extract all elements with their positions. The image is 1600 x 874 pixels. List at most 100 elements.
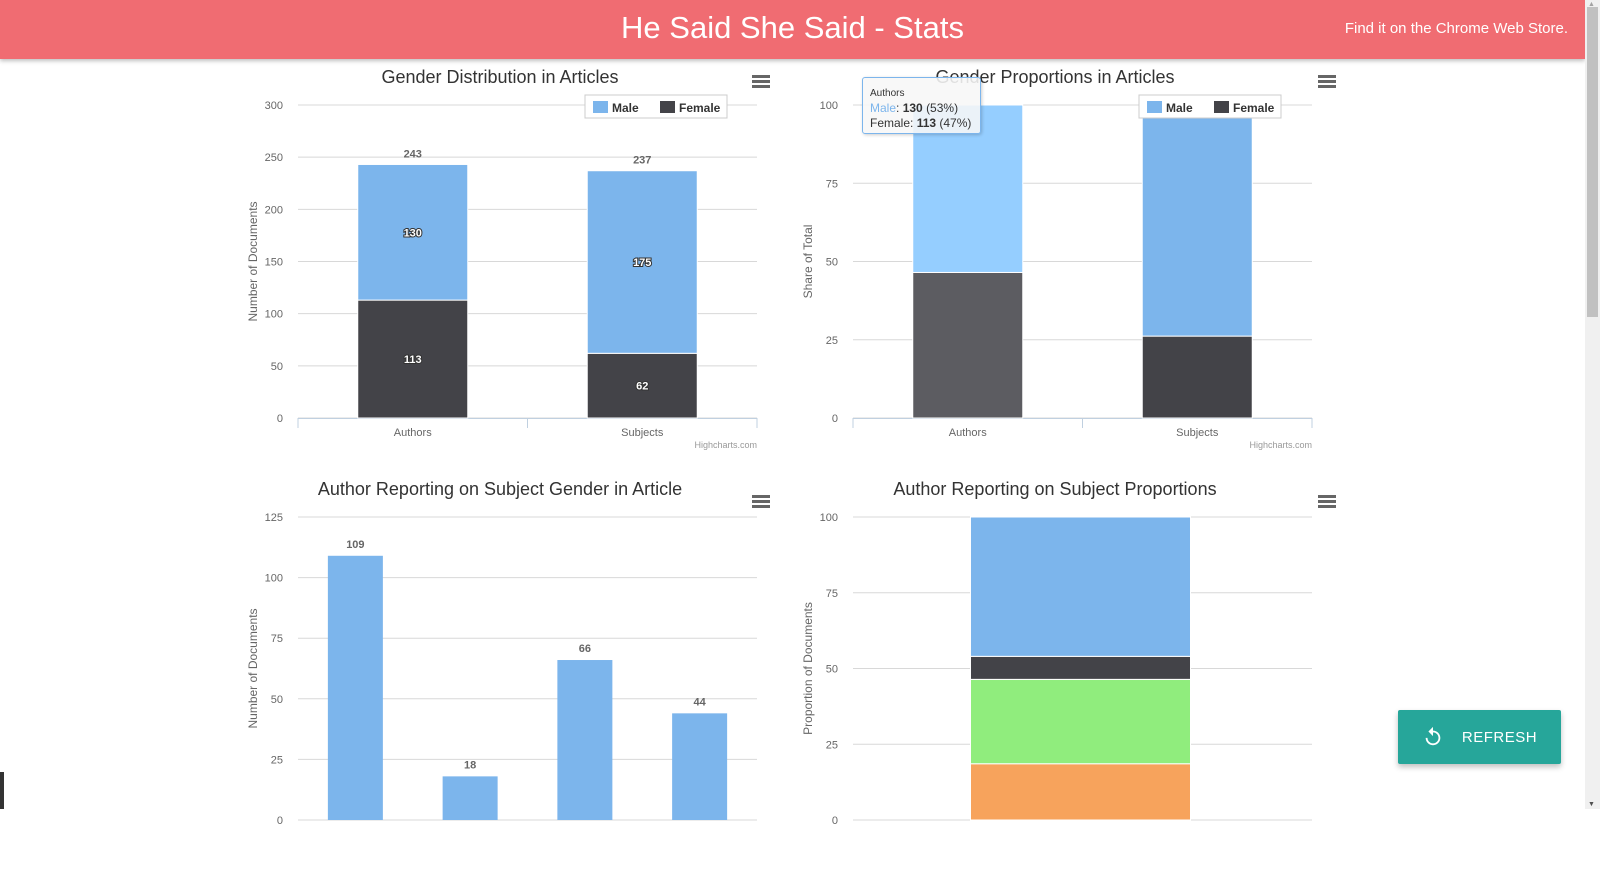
bar-male: [357, 163, 469, 301]
bar-female: [357, 299, 469, 419]
tooltip-row-female: Female: 113 (47%): [870, 116, 972, 130]
y-axis-title: Number of Documents: [246, 201, 260, 321]
data-label: 130: [404, 227, 422, 239]
chart-menu-button[interactable]: [1318, 75, 1336, 89]
page-title: He Said She Said - Stats: [621, 10, 964, 45]
scrollbar-thumb[interactable]: [1587, 7, 1598, 317]
chart-title: Author Reporting on Subject Proportions: [893, 479, 1216, 499]
scroll-up-arrow-icon[interactable]: ▲: [1588, 1, 1595, 8]
legend-female-swatch: [1214, 101, 1229, 113]
chart-menu-button[interactable]: [1318, 495, 1336, 509]
data-label: 109: [346, 539, 364, 551]
legend-box: [1138, 94, 1282, 119]
data-label: 66: [579, 643, 591, 655]
bar-female: [1141, 335, 1253, 419]
data-label: 243: [404, 148, 422, 160]
y-tick-label: 75: [271, 633, 283, 645]
bar-segment-dark: [970, 655, 1191, 680]
y-tick-label: 250: [265, 152, 283, 164]
refresh-label: REFRESH: [1461, 728, 1538, 746]
y-tick-label: 25: [826, 739, 838, 751]
bar: [672, 713, 728, 820]
y-tick-label: 75: [826, 178, 838, 190]
y-tick-label: 75: [826, 588, 838, 600]
data-label: 113: [404, 354, 422, 366]
legend-female-label: Female: [679, 101, 721, 115]
chart-svg: Gender Proportions in Articles 0 25 50 75 100…: [801, 67, 1313, 450]
y-tick-label: 50: [826, 664, 838, 676]
chart-menu-button[interactable]: [752, 495, 770, 509]
chart-author-reporting-gender: Author Reporting on Subject Gender in Ar…: [245, 474, 775, 874]
y-tick-label: 200: [265, 204, 283, 216]
data-label: 18: [464, 759, 476, 771]
highcharts-credits: Highcharts.com: [1249, 440, 1312, 450]
y-tick-label: 0: [277, 815, 283, 827]
legend-female-label: Female: [1233, 101, 1275, 115]
header-bar: He Said She Said - Stats Find it on the …: [0, 0, 1585, 59]
bar-female: [586, 352, 698, 419]
y-tick-label: 50: [826, 257, 838, 269]
scroll-down-arrow-icon[interactable]: ▼: [1588, 801, 1595, 808]
chart-title: Author Reporting on Subject Gender in Ar…: [318, 479, 682, 499]
bar-male: [1141, 104, 1253, 337]
chart-legend: Male Female: [1138, 94, 1282, 119]
y-tick-label: 150: [265, 257, 283, 269]
y-tick-label: 300: [265, 100, 283, 112]
y-tick-label: 0: [832, 815, 838, 827]
legend-male-swatch: [1147, 101, 1162, 113]
chart-menu-button[interactable]: [752, 75, 770, 89]
bar-segment-blue: [970, 516, 1191, 657]
chart-title: Gender Distribution in Articles: [381, 67, 618, 87]
y-tick-label: 50: [271, 694, 283, 706]
chart-title: Gender Proportions in Articles: [935, 67, 1174, 87]
vertical-scrollbar[interactable]: ▲ ▼: [1585, 0, 1600, 809]
bar: [557, 660, 613, 820]
data-label: 237: [633, 155, 651, 167]
chart-legend: Male Female: [584, 94, 728, 119]
chart-svg: Gender Distribution in Articles 0 50 100 150…: [246, 67, 758, 450]
tooltip-row-male: Male: 130 (53%): [870, 101, 959, 115]
y-tick-label: 100: [820, 512, 838, 524]
bar-segment-green: [970, 678, 1191, 765]
chart-gender-proportions: Gender Proportions in Articles 0 25 50 75 100…: [800, 62, 1330, 462]
y-tick-label: 100: [265, 309, 283, 321]
tooltip-header: Authors: [870, 88, 905, 99]
y-axis-title: Proportion of Documents: [801, 602, 815, 735]
bar-female: [912, 271, 1024, 419]
legend-box: [584, 94, 728, 119]
bar: [442, 776, 498, 820]
bar: [327, 555, 383, 820]
refresh-button[interactable]: REFRESH: [1398, 710, 1561, 764]
y-axis-title: Number of Documents: [246, 608, 260, 728]
chart-svg: Author Reporting on Subject Proportions 0…: [801, 479, 1312, 827]
data-label: 175: [633, 257, 651, 269]
edge-panel-tab[interactable]: [0, 772, 4, 809]
x-tick-label: Authors: [949, 427, 987, 439]
y-tick-label: 125: [265, 512, 283, 524]
legend-male-label: Male: [1166, 101, 1193, 115]
x-tick-label: Subjects: [621, 427, 664, 439]
chart-tooltip: Authors Male: 130 (53%) Female: 113 (47%…: [862, 77, 981, 134]
legend-male-swatch: [593, 101, 608, 113]
legend-male-label: Male: [612, 101, 639, 115]
bar-male: [586, 170, 698, 354]
y-tick-label: 100: [820, 100, 838, 112]
chart-gender-distribution: Gender Distribution in Articles 0 50 100 150…: [245, 62, 775, 462]
data-label: 44: [694, 696, 707, 708]
y-tick-label: 25: [271, 754, 283, 766]
y-tick-label: 100: [265, 573, 283, 585]
x-tick-label: Subjects: [1176, 427, 1219, 439]
refresh-icon: [1425, 726, 1441, 746]
chart-svg: Author Reporting on Subject Gender in Ar…: [246, 479, 757, 827]
legend-female-swatch: [660, 101, 675, 113]
x-tick-label: Authors: [394, 427, 432, 439]
chart-author-reporting-proportions: Author Reporting on Subject Proportions 0…: [800, 474, 1330, 874]
y-axis-title: Share of Total: [801, 225, 815, 299]
y-tick-label: 0: [277, 413, 283, 425]
chrome-web-store-link[interactable]: Find it on the Chrome Web Store.: [1344, 20, 1568, 37]
y-tick-label: 50: [271, 361, 283, 373]
y-tick-label: 25: [826, 335, 838, 347]
bar-segment-orange: [970, 763, 1191, 821]
highcharts-credits: Highcharts.com: [694, 440, 757, 450]
data-label: 62: [636, 381, 648, 393]
